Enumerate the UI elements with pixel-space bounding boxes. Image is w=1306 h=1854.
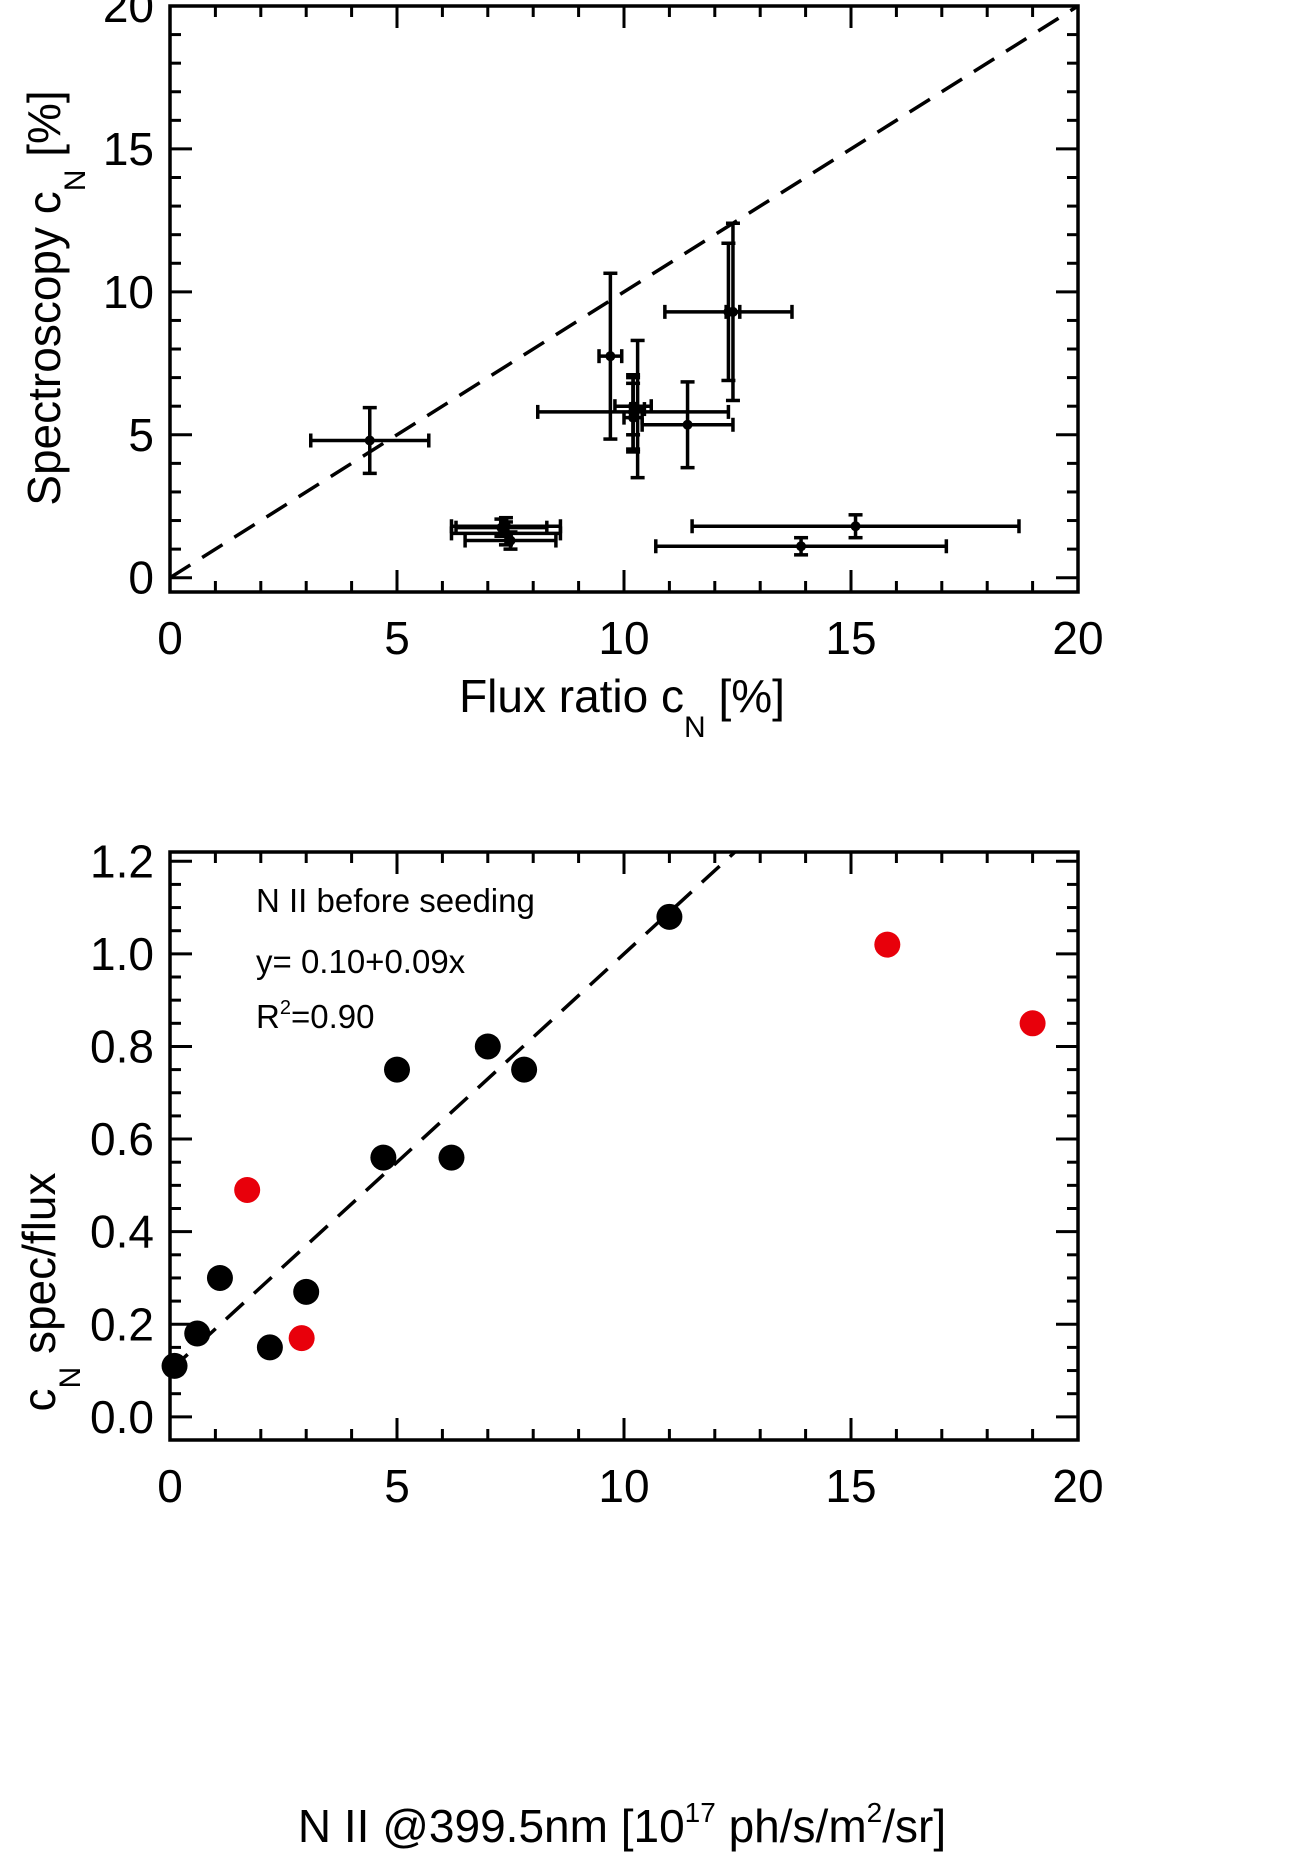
black-data-point <box>384 1056 410 1083</box>
top-chart-points <box>308 221 1021 557</box>
black-data-point <box>161 1352 188 1379</box>
errorbar-point <box>629 338 647 480</box>
black-data-point <box>184 1320 211 1347</box>
black-data-point <box>206 1264 233 1291</box>
black-data-point <box>656 903 683 930</box>
data-point <box>496 522 507 533</box>
black-data-point <box>293 1278 320 1305</box>
bottom-chart-annotation-equation: y= 0.10+0.09x <box>256 943 466 980</box>
errorbar-point <box>454 517 549 539</box>
black-data-point <box>256 1334 283 1361</box>
black-data-point <box>438 1144 465 1171</box>
x-tick-label: 15 <box>825 612 876 664</box>
y-tick-label: 1.2 <box>90 835 154 887</box>
data-point <box>505 535 516 546</box>
bottom-x-label-tail: /sr] <box>882 1800 946 1852</box>
data-point <box>727 306 738 317</box>
bottom-x-label-mid: ph/s/m <box>716 1800 867 1852</box>
bottom-chart-annotation-r2: R2=0.90 <box>256 997 374 1035</box>
y-tick-label: 0.0 <box>90 1391 154 1443</box>
data-point <box>796 541 807 552</box>
data-point <box>632 404 643 415</box>
bottom-x-label-sup: 17 <box>685 1797 716 1828</box>
top-x-label-tail: [%] <box>706 670 785 722</box>
top-chart-reference-line <box>169 4 1079 580</box>
x-tick-label: 5 <box>384 1460 410 1512</box>
y-tick-label: 10 <box>103 266 154 318</box>
top-x-label-main: Flux ratio c <box>459 670 684 722</box>
errorbar-point <box>640 380 735 470</box>
x-tick-label: 0 <box>157 612 183 664</box>
x-tick-label: 0 <box>157 1460 183 1512</box>
top-chart-y-axis-label: Spectroscopy cN [%] <box>18 90 92 505</box>
bottom-chart-x-axis-label: N II @399.5nm [1017 ph/s/m2/sr] <box>298 1797 946 1852</box>
y-tick-label: 5 <box>128 409 154 461</box>
bottom-y-label-sub: N <box>54 1367 87 1389</box>
y-tick-label: 0.6 <box>90 1113 154 1165</box>
bottom-chart-y-axis-label: cN spec/flux <box>13 1173 87 1412</box>
y-tick-label: 0.4 <box>90 1206 154 1258</box>
black-data-point <box>370 1144 397 1171</box>
errorbar-point <box>308 405 431 476</box>
errorbar-point <box>463 530 558 551</box>
r2-superscript: 2 <box>280 997 291 1019</box>
bottom-chart-points <box>161 903 1046 1379</box>
x-tick-label: 20 <box>1052 612 1103 664</box>
bottom-x-label-main: N II @399.5nm [10 <box>298 1800 685 1852</box>
x-tick-label: 10 <box>598 1460 649 1512</box>
top-y-label-tail: [%] <box>18 90 70 169</box>
data-point <box>682 419 693 430</box>
bottom-chart-annotation-title: N II before seeding <box>256 882 535 919</box>
top-chart-x-axis-label: Flux ratio cN [%] <box>459 670 785 744</box>
x-tick-label: 10 <box>598 612 649 664</box>
black-data-point <box>511 1056 538 1083</box>
y-tick-label: 0.8 <box>90 1020 154 1072</box>
top-x-label-sub: N <box>684 711 706 744</box>
bottom-chart-ticks <box>168 852 1080 1442</box>
y-tick-label: 20 <box>103 0 154 32</box>
top-y-label-sub: N <box>59 170 92 192</box>
y-tick-label: 15 <box>103 123 154 175</box>
top-y-label-main: Spectroscopy c <box>18 191 70 505</box>
bottom-chart-fit-line <box>168 850 737 1372</box>
x-tick-label: 20 <box>1052 1460 1103 1512</box>
top-chart-ticks <box>168 4 1080 592</box>
top-chart-tick-labels: 0 5 10 15 20 0 5 10 15 20 <box>103 0 1104 664</box>
errorbar-point <box>622 381 644 454</box>
red-data-point <box>288 1325 315 1352</box>
bottom-y-label-main: spec/flux <box>13 1173 65 1367</box>
bottom-y-label-pre: c <box>13 1388 65 1411</box>
data-point <box>605 351 616 362</box>
top-chart-frame <box>168 4 1080 594</box>
r2-value: =0.90 <box>291 998 375 1035</box>
y-tick-label: 1.0 <box>90 928 154 980</box>
errorbar-point <box>597 271 624 441</box>
bottom-chart: 0 5 10 15 20 0.0 0.2 0.4 0.6 0.8 1.0 1.2 N II befor… <box>13 835 1104 1852</box>
red-data-point <box>874 931 901 958</box>
bottom-chart-frame <box>168 850 1080 1442</box>
bottom-x-label-sup2: 2 <box>867 1797 883 1828</box>
y-tick-label: 0 <box>128 552 154 604</box>
data-point <box>850 521 861 532</box>
bottom-chart-tick-labels: 0 5 10 15 20 0.0 0.2 0.4 0.6 0.8 1.0 1.2 <box>90 835 1104 1512</box>
errorbar-point <box>724 221 742 403</box>
data-point <box>364 435 375 446</box>
y-tick-label: 0.2 <box>90 1298 154 1350</box>
black-data-point <box>474 1033 501 1060</box>
errorbar-point <box>654 535 949 557</box>
red-data-point <box>1019 1010 1046 1037</box>
r2-label: R <box>256 998 280 1035</box>
x-tick-label: 5 <box>384 612 410 664</box>
errorbar-point <box>690 513 1021 540</box>
x-tick-label: 15 <box>825 1460 876 1512</box>
red-data-point <box>234 1176 261 1203</box>
